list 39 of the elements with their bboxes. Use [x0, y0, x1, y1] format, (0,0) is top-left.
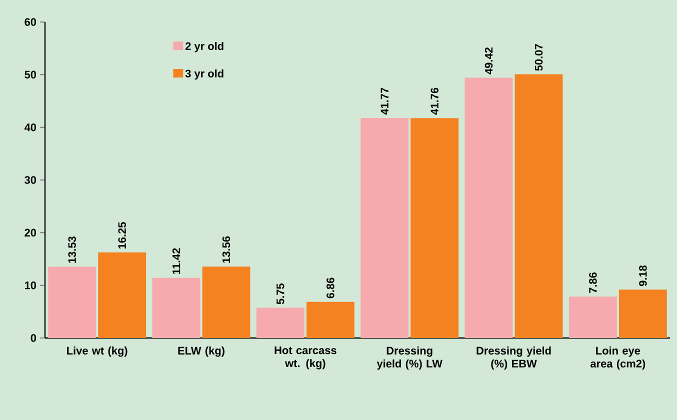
bar: [202, 266, 250, 338]
bar: [152, 278, 200, 338]
data-label: 41.77: [380, 88, 388, 115]
x-tick-label: Dressing yield (%) LW: [376, 346, 442, 370]
y-tick-label: 20: [24, 228, 36, 237]
bar: [514, 74, 563, 338]
x-tick-label: ELW (kg): [178, 346, 224, 357]
bar: [360, 118, 409, 338]
data-label: 50.07: [534, 44, 543, 71]
bar: [568, 296, 617, 338]
y-tick-label: 10: [24, 281, 36, 290]
y-tick-label: 60: [24, 18, 36, 26]
bar: [306, 302, 354, 338]
data-label: 13.56: [222, 236, 230, 263]
data-label: 49.42: [484, 48, 493, 74]
bar: [410, 118, 459, 338]
data-label: 6.86: [326, 278, 334, 298]
x-tick-label: Dressing yield (%) EBW: [476, 346, 551, 370]
x-tick-label: Live wt (kg): [67, 346, 128, 357]
x-tick-label: Hot carcass wt. (kg): [274, 346, 336, 370]
data-label: 11.42: [172, 248, 180, 274]
y-tick-label: 40: [24, 123, 36, 132]
data-label: 7.86: [589, 272, 597, 293]
data-label: 13.53: [68, 236, 76, 263]
bar: [48, 266, 96, 338]
y-tick-label: 0: [30, 334, 36, 342]
bar: [618, 290, 667, 338]
y-tick-label: 50: [24, 70, 36, 79]
data-label: 16.25: [118, 222, 126, 249]
bar: [98, 252, 146, 338]
data-label: 9.18: [639, 265, 647, 286]
y-tick-label: 30: [24, 176, 36, 184]
bar: [464, 78, 513, 338]
data-label: 5.75: [276, 284, 284, 304]
bar: [256, 308, 304, 338]
data-label: 41.76: [430, 88, 438, 115]
legend-label: 2 yr old: [185, 42, 224, 52]
x-tick-label: Loin eye area (cm2): [590, 346, 646, 370]
legend-label: 3 yr old: [185, 69, 224, 80]
